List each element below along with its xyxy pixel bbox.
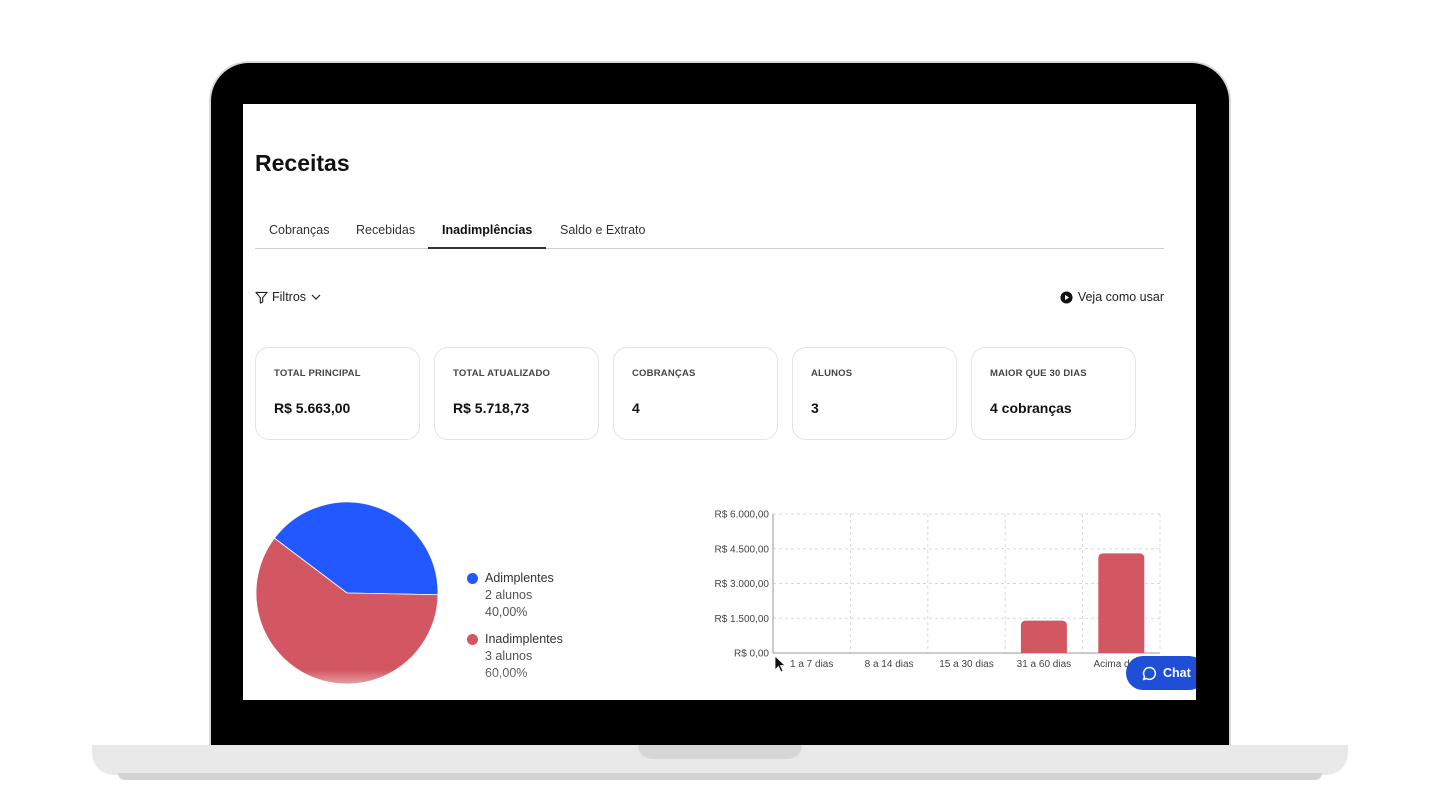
card-total-principal: TOTAL PRINCIPAL R$ 5.663,00 bbox=[255, 347, 420, 440]
pie-legend: Adimplentes 2 alunos 40,00% Inadimplente… bbox=[467, 570, 563, 692]
x-tick-label: 8 a 14 dias bbox=[865, 659, 914, 670]
card-label: TOTAL ATUALIZADO bbox=[453, 368, 551, 379]
card-total-atualizado: TOTAL ATUALIZADO R$ 5.718,73 bbox=[434, 347, 599, 440]
chat-button[interactable]: Chat bbox=[1126, 656, 1196, 690]
card-value: 3 bbox=[811, 400, 819, 416]
funnel-icon bbox=[255, 291, 268, 304]
card-alunos: ALUNOS 3 bbox=[792, 347, 957, 440]
pie-chart bbox=[255, 501, 439, 685]
y-tick-label: R$ 6.000,00 bbox=[715, 510, 770, 521]
tab-bar: Cobranças Recebidas Inadimplências Saldo… bbox=[255, 216, 1164, 249]
x-tick-label: 31 a 60 dias bbox=[1017, 659, 1072, 670]
legend-item-adimplentes: Adimplentes 2 alunos 40,00% bbox=[467, 570, 563, 621]
card-label: ALUNOS bbox=[811, 368, 853, 379]
legend-label: Inadimplentes bbox=[485, 632, 563, 646]
y-tick-label: R$ 1.500,00 bbox=[715, 614, 770, 625]
how-to-use-link[interactable]: Veja como usar bbox=[1060, 290, 1164, 304]
y-tick-label: R$ 3.000,00 bbox=[715, 579, 770, 590]
card-label: COBRANÇAS bbox=[632, 368, 696, 379]
bar-5 bbox=[1098, 553, 1145, 653]
active-tab-indicator bbox=[428, 247, 546, 249]
filters-label: Filtros bbox=[272, 290, 307, 304]
legend-count: 3 alunos bbox=[485, 649, 533, 663]
card-maior-30-dias: MAIOR QUE 30 DIAS 4 cobranças bbox=[971, 347, 1136, 440]
card-cobrancas: COBRANÇAS 4 bbox=[613, 347, 778, 440]
page-title: Receitas bbox=[255, 150, 350, 176]
laptop-base-shadow bbox=[118, 773, 1322, 780]
filters-button[interactable]: Filtros bbox=[255, 290, 322, 304]
pie-slice-adimplentes bbox=[273, 501, 439, 596]
play-circle-icon bbox=[1060, 290, 1073, 304]
tab-inadimplencias[interactable]: Inadimplências bbox=[442, 223, 533, 237]
tab-cobrancas[interactable]: Cobranças bbox=[269, 223, 330, 237]
x-tick-label: 15 a 30 dias bbox=[939, 659, 994, 670]
x-tick-label: 1 a 7 dias bbox=[790, 659, 833, 670]
bar-4 bbox=[1020, 620, 1067, 653]
legend-percent: 60,00% bbox=[485, 666, 528, 680]
how-to-use-label: Veja como usar bbox=[1077, 290, 1164, 304]
card-value: 4 bbox=[632, 400, 640, 416]
chevron-down-icon bbox=[311, 294, 321, 300]
tab-saldo-extrato[interactable]: Saldo e Extrato bbox=[560, 223, 646, 237]
card-value: R$ 5.718,73 bbox=[453, 400, 530, 416]
legend-count: 2 alunos bbox=[485, 588, 533, 602]
card-value: R$ 5.663,00 bbox=[274, 400, 351, 416]
app-screen: Receitas Cobranças Recebidas Inadimplênc… bbox=[243, 104, 1196, 700]
chat-label: Chat bbox=[1163, 666, 1191, 680]
legend-percent: 40,00% bbox=[485, 605, 528, 619]
legend-dot bbox=[467, 573, 478, 584]
legend-dot bbox=[467, 634, 478, 645]
card-label: TOTAL PRINCIPAL bbox=[274, 368, 361, 379]
chat-bubble-icon bbox=[1142, 666, 1157, 680]
card-value: 4 cobranças bbox=[990, 400, 1072, 416]
legend-item-inadimplentes: Inadimplentes 3 alunos 60,00% bbox=[467, 631, 563, 682]
laptop-notch bbox=[638, 745, 802, 759]
y-tick-label: R$ 0,00 bbox=[734, 649, 769, 660]
y-tick-label: R$ 4.500,00 bbox=[715, 544, 770, 555]
tab-recebidas[interactable]: Recebidas bbox=[356, 223, 416, 237]
card-label: MAIOR QUE 30 DIAS bbox=[990, 368, 1087, 379]
mouse-cursor-icon bbox=[774, 655, 787, 673]
bar-chart: R$ 0,00 R$ 1.500,00 R$ 3.000,00 R$ 4.500,00… bbox=[715, 510, 1161, 673]
x-tick-label: Acima de 60 bbox=[1094, 659, 1150, 670]
legend-label: Adimplentes bbox=[485, 571, 554, 585]
